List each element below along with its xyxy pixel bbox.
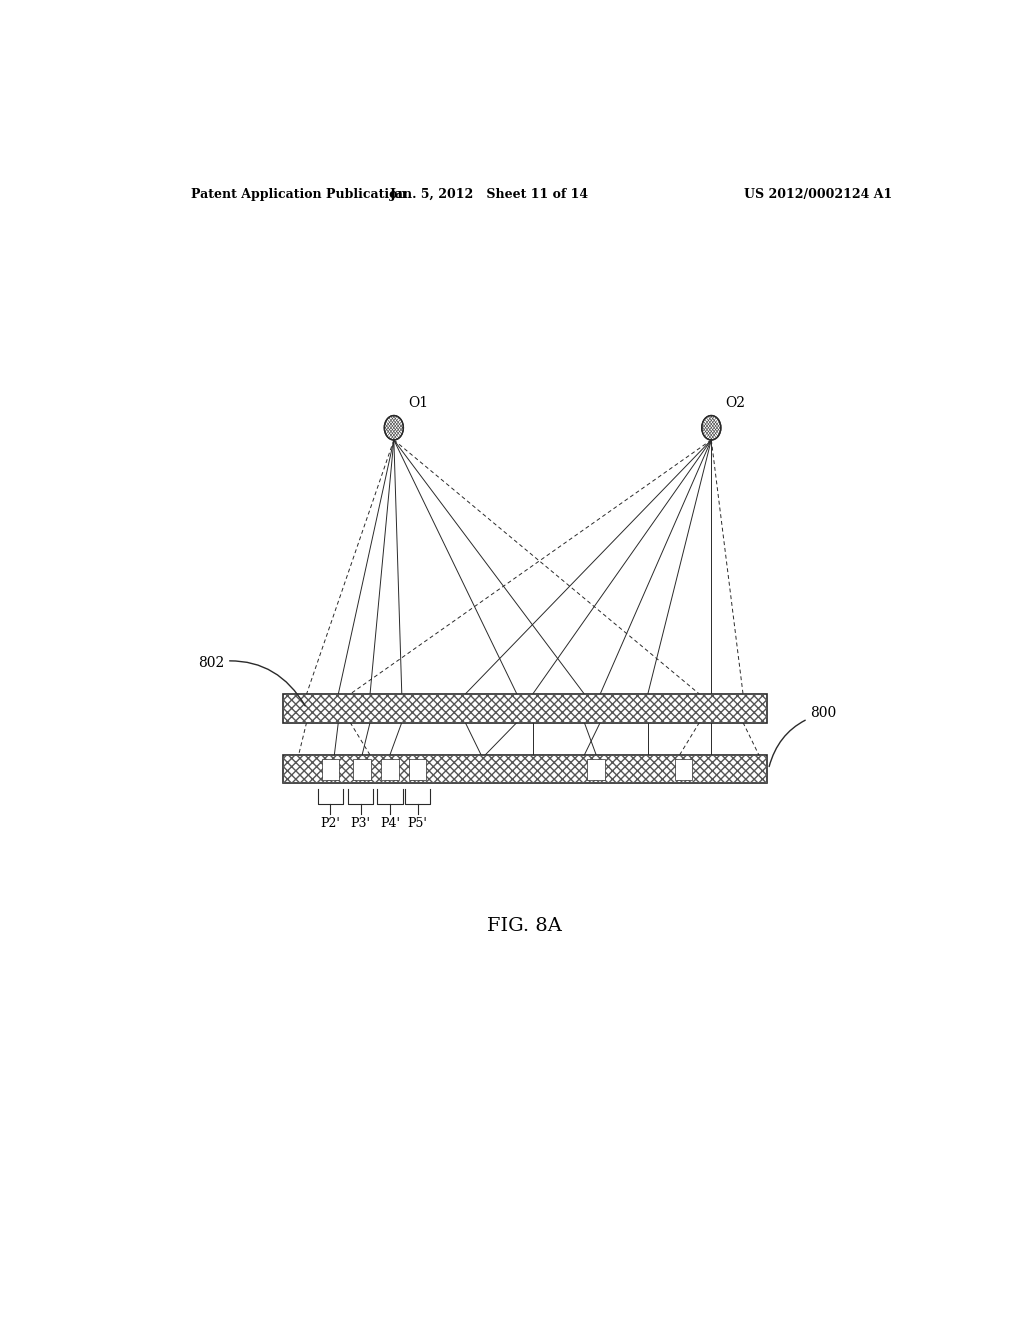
Bar — [588, 759, 605, 780]
Text: P5': P5' — [408, 817, 428, 830]
Text: O2: O2 — [726, 396, 745, 411]
Text: Jan. 5, 2012   Sheet 11 of 14: Jan. 5, 2012 Sheet 11 of 14 — [389, 189, 589, 202]
Text: P4': P4' — [380, 817, 400, 830]
Bar — [353, 759, 371, 780]
Text: FIG. 8A: FIG. 8A — [487, 917, 562, 935]
Text: O1: O1 — [409, 396, 428, 411]
Bar — [675, 759, 692, 780]
Text: US 2012/0002124 A1: US 2012/0002124 A1 — [744, 189, 893, 202]
Text: P2': P2' — [321, 817, 340, 830]
Text: 802: 802 — [198, 656, 305, 706]
Bar — [322, 759, 339, 780]
Text: P3': P3' — [350, 817, 371, 830]
Bar — [409, 759, 426, 780]
Text: Patent Application Publication: Patent Application Publication — [191, 189, 407, 202]
Bar — [381, 759, 398, 780]
Bar — [283, 755, 767, 784]
Text: 800: 800 — [769, 706, 837, 767]
Circle shape — [701, 416, 721, 440]
Circle shape — [384, 416, 403, 440]
Bar — [283, 755, 767, 784]
Bar — [283, 694, 767, 722]
Bar — [283, 694, 767, 722]
